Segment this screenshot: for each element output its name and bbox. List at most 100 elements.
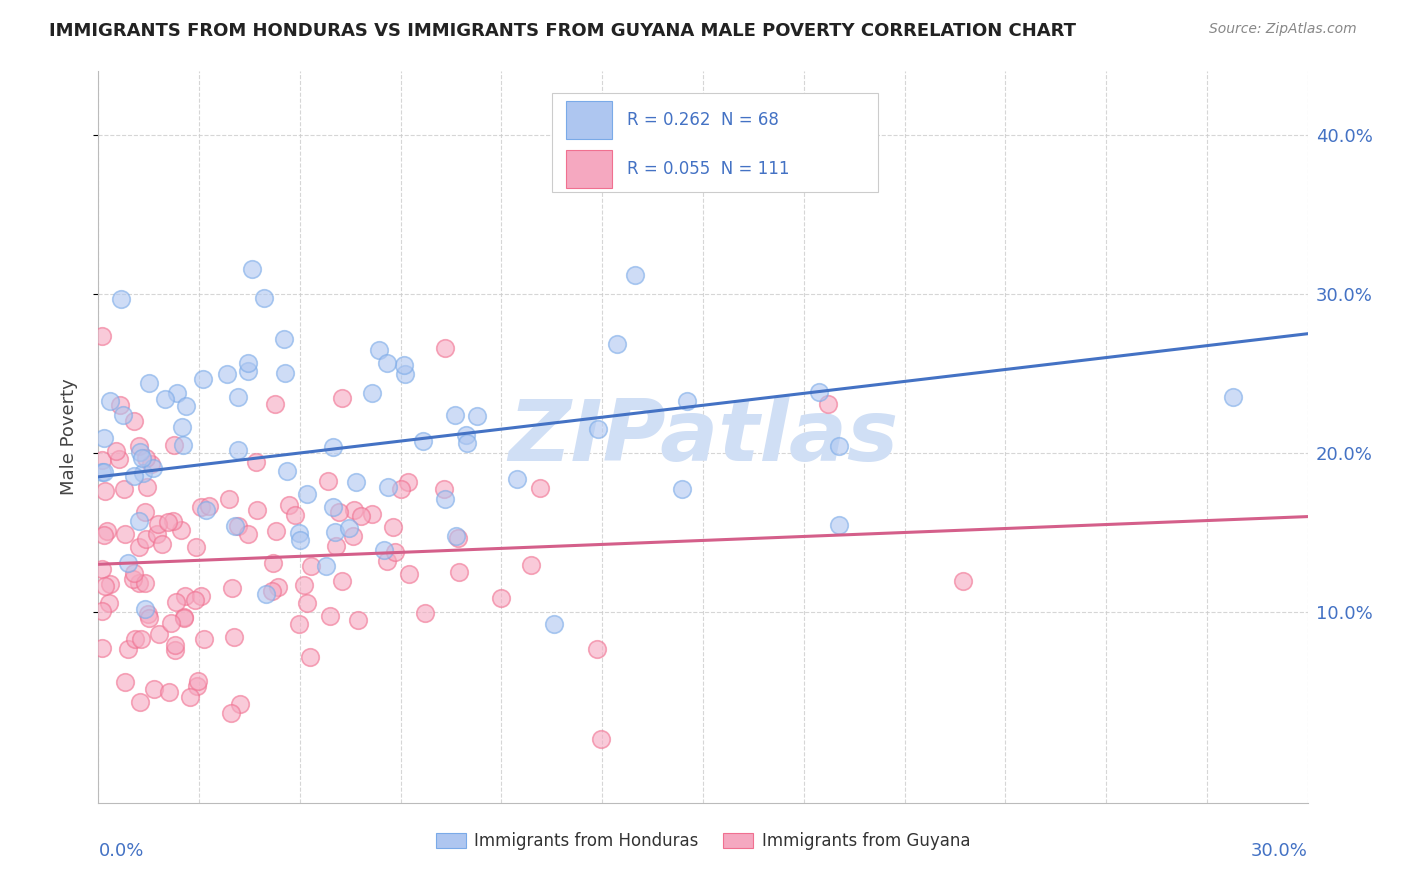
Point xyxy=(322,440,344,454)
Point xyxy=(91,465,114,479)
Point xyxy=(194,503,217,517)
Point xyxy=(142,460,165,475)
Point xyxy=(322,500,344,514)
Point xyxy=(263,396,285,410)
Point xyxy=(134,576,156,591)
Point xyxy=(98,596,121,610)
Point xyxy=(1222,390,1244,404)
Point xyxy=(236,527,259,541)
Point xyxy=(361,507,384,521)
Point xyxy=(150,537,173,551)
Point xyxy=(288,533,311,548)
Point xyxy=(160,616,183,631)
Point xyxy=(543,617,565,632)
Point xyxy=(91,329,114,343)
Point xyxy=(124,632,146,646)
Point xyxy=(142,681,165,696)
Point xyxy=(295,596,318,610)
Point xyxy=(105,443,128,458)
Point xyxy=(330,391,353,405)
Point xyxy=(671,482,693,496)
Point xyxy=(675,394,697,409)
Point xyxy=(413,606,436,620)
Bar xyxy=(567,101,613,138)
Point xyxy=(447,565,470,579)
Point xyxy=(173,589,195,603)
Point xyxy=(245,503,267,517)
Point xyxy=(170,523,193,537)
Point xyxy=(277,499,299,513)
Point xyxy=(91,452,114,467)
Point xyxy=(173,611,195,625)
Point xyxy=(624,268,647,282)
Point xyxy=(172,438,194,452)
Text: 0.0%: 0.0% xyxy=(98,842,143,860)
Point xyxy=(135,533,157,547)
Point xyxy=(226,390,249,404)
Text: R = 0.055  N = 111: R = 0.055 N = 111 xyxy=(627,161,789,178)
Point xyxy=(606,337,628,351)
Point xyxy=(344,475,367,489)
Point xyxy=(346,613,368,627)
Text: Source: ZipAtlas.com: Source: ZipAtlas.com xyxy=(1209,22,1357,37)
Point xyxy=(222,630,245,644)
Point xyxy=(141,457,163,471)
Point xyxy=(381,520,404,534)
Point xyxy=(375,356,398,370)
Point xyxy=(240,261,263,276)
Point xyxy=(295,487,318,501)
Point xyxy=(93,431,115,445)
Point xyxy=(434,492,457,507)
Point xyxy=(96,524,118,538)
Point xyxy=(342,502,364,516)
Point xyxy=(456,436,478,450)
Point xyxy=(98,394,121,409)
Text: IMMIGRANTS FROM HONDURAS VS IMMIGRANTS FROM GUYANA MALE POVERTY CORRELATION CHAR: IMMIGRANTS FROM HONDURAS VS IMMIGRANTS F… xyxy=(49,22,1076,40)
Point xyxy=(215,367,238,381)
Point xyxy=(190,589,212,603)
Point xyxy=(377,479,399,493)
Point xyxy=(165,595,187,609)
Point xyxy=(586,422,609,436)
Point xyxy=(396,475,419,489)
Point xyxy=(135,451,157,466)
Point xyxy=(122,566,145,581)
Point xyxy=(148,516,170,531)
Point xyxy=(179,690,201,704)
Point xyxy=(443,409,465,423)
Point xyxy=(808,385,831,400)
Point xyxy=(294,578,316,592)
Point xyxy=(299,559,322,574)
Point xyxy=(114,527,136,541)
Point xyxy=(273,332,295,346)
Point xyxy=(342,529,364,543)
Point xyxy=(433,482,456,496)
Point xyxy=(190,500,212,514)
Point xyxy=(128,540,150,554)
Point xyxy=(394,368,416,382)
Point xyxy=(131,451,153,466)
Point xyxy=(226,519,249,533)
Point xyxy=(337,521,360,535)
Point xyxy=(138,376,160,390)
Point xyxy=(229,698,252,712)
Point xyxy=(163,643,186,657)
Point xyxy=(128,576,150,591)
Point xyxy=(186,679,208,693)
Point xyxy=(361,386,384,401)
Point xyxy=(828,439,851,453)
Point xyxy=(253,291,276,305)
Point xyxy=(91,641,114,656)
Point xyxy=(273,367,295,381)
Point xyxy=(262,557,284,571)
Point xyxy=(163,438,186,452)
Point xyxy=(184,540,207,554)
Point xyxy=(267,580,290,594)
Point xyxy=(398,567,420,582)
Point xyxy=(129,694,152,708)
Point xyxy=(162,514,184,528)
Point xyxy=(110,398,132,412)
Point xyxy=(93,528,115,542)
Point xyxy=(193,371,215,385)
Point xyxy=(153,392,176,407)
